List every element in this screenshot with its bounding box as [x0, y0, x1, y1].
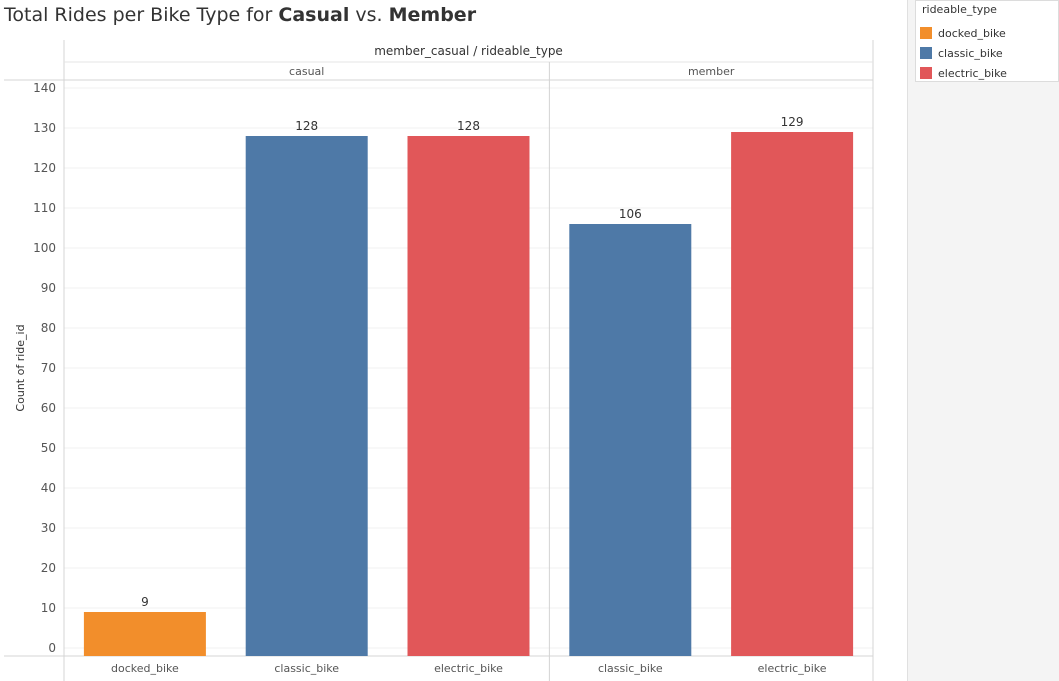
chart-title: Total Rides per Bike Type for Casual vs.… [4, 4, 476, 26]
x-tick-label-casual-docked_bike: docked_bike [111, 662, 179, 675]
data-label-casual-electric_bike: 128 [457, 119, 480, 133]
legend-label-classic-bike: classic_bike [938, 46, 1003, 60]
legend-label-docked-bike: docked_bike [938, 26, 1006, 40]
panel-header-member: member [688, 65, 735, 78]
legend-label-electric-bike: electric_bike [938, 66, 1007, 80]
bar-member-classic_bike [569, 224, 692, 656]
legend-swatch-classic-bike [920, 47, 932, 59]
y-tick-label: 70 [41, 361, 56, 375]
y-tick-label: 10 [41, 601, 56, 615]
y-tick-label: 100 [33, 241, 56, 255]
x-tick-label-casual-classic_bike: classic_bike [274, 662, 339, 675]
bar-chart: 0 10 20 30 40 50 60 70 80 90 100 110 120 130 140 member… [4, 40, 874, 681]
title-mid: vs. [349, 4, 389, 26]
title-prefix: Total Rides per Bike Type for [4, 4, 279, 26]
y-tick-label: 80 [41, 321, 56, 335]
title-casual: Casual [278, 4, 350, 26]
title-member: Member [388, 4, 477, 26]
y-tick-label: 40 [41, 481, 56, 495]
y-tick-label: 140 [33, 81, 56, 95]
y-tick-label: 30 [41, 521, 56, 535]
panel-header-casual: casual [289, 65, 324, 78]
y-tick-label: 130 [33, 121, 56, 135]
y-tick-label: 90 [41, 281, 56, 295]
legend-title: rideable_type [922, 3, 997, 16]
data-label-member-classic_bike: 106 [619, 207, 642, 221]
legend-item-classic-bike[interactable]: classic_bike [920, 46, 1003, 60]
data-label-member-electric_bike: 129 [781, 115, 804, 129]
side-panel [907, 0, 1059, 681]
legend-swatch-electric-bike [920, 67, 932, 79]
legend-item-docked-bike[interactable]: docked_bike [920, 26, 1006, 40]
legend-swatch-docked-bike [920, 27, 932, 39]
bar-casual-docked_bike [83, 612, 206, 656]
bar-casual-electric_bike [407, 136, 530, 656]
bar-casual-classic_bike [245, 136, 368, 656]
column-header: member_casual / rideable_type [374, 44, 563, 58]
y-tick-label: 0 [48, 641, 56, 655]
x-tick-label-member-classic_bike: classic_bike [598, 662, 663, 675]
x-tick-label-member-electric_bike: electric_bike [758, 662, 827, 675]
legend[interactable]: rideable_type docked_bike classic_bike e… [915, 0, 1059, 82]
y-tick-label: 60 [41, 401, 56, 415]
y-tick-label: 50 [41, 441, 56, 455]
y-tick-label: 110 [33, 201, 56, 215]
x-tick-label-casual-electric_bike: electric_bike [434, 662, 503, 675]
bar-member-electric_bike [731, 132, 854, 656]
data-label-casual-docked_bike: 9 [141, 595, 149, 609]
y-axis-label: Count of ride_id [14, 324, 27, 411]
y-tick-label: 120 [33, 161, 56, 175]
data-label-casual-classic_bike: 128 [295, 119, 318, 133]
legend-item-electric-bike[interactable]: electric_bike [920, 66, 1007, 80]
y-tick-label: 20 [41, 561, 56, 575]
